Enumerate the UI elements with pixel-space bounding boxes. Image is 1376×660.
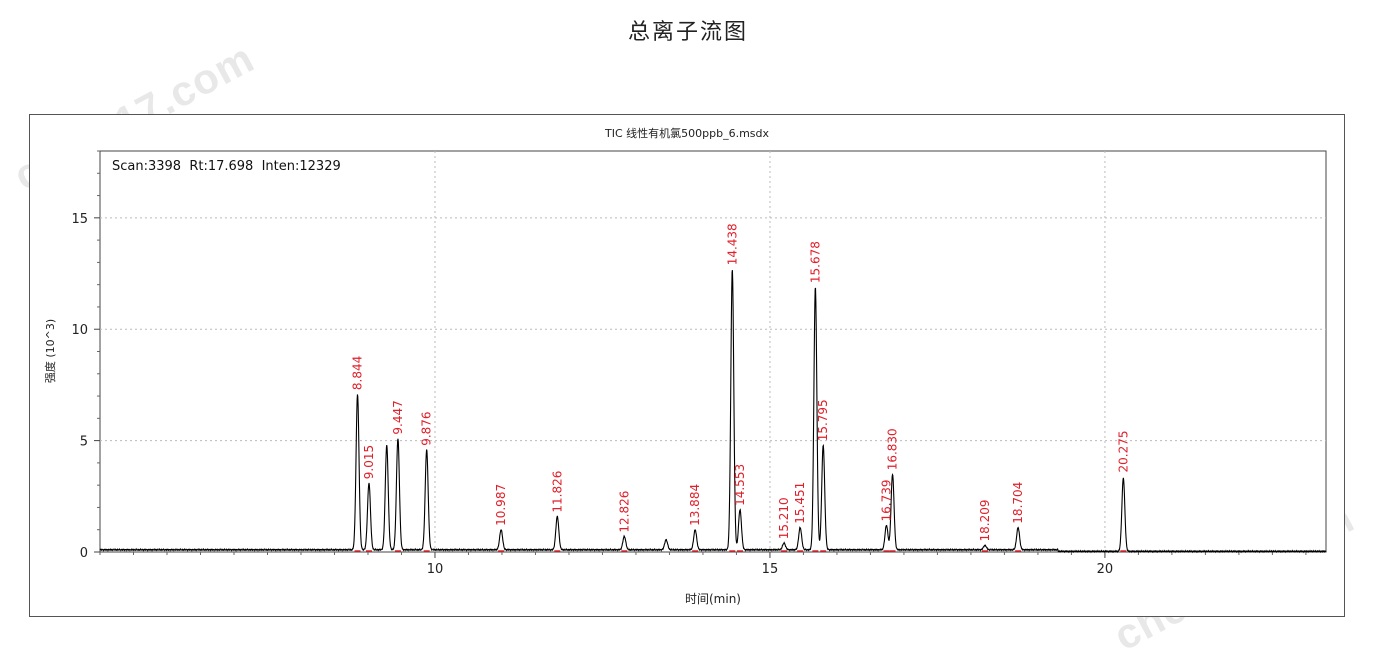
peak-label: 16.830 — [886, 428, 900, 470]
peak-label: 9.015 — [362, 445, 376, 479]
y-tick-label: 10 — [71, 323, 88, 338]
peak-label: 14.438 — [725, 223, 739, 265]
x-tick-label: 20 — [1097, 562, 1114, 577]
page-title: 总离子流图 — [627, 20, 748, 45]
chart-frame: TIC 线性有机氯500ppb_6.msdx Scan:3398 Rt:17.6… — [29, 114, 1345, 617]
cursor-readout: Scan:3398 Rt:17.698 Inten:12329 — [112, 159, 341, 174]
chart: TIC 线性有机氯500ppb_6.msdx Scan:3398 Rt:17.6… — [43, 126, 1327, 606]
peak-label: 15.451 — [793, 482, 807, 524]
y-tick-label: 0 — [80, 546, 88, 561]
y-tick-label: 15 — [71, 212, 88, 227]
chart-title: TIC 线性有机氯500ppb_6.msdx — [604, 126, 770, 140]
x-tick-label: 15 — [762, 562, 779, 577]
grid — [100, 151, 1326, 552]
peak-label: 18.209 — [978, 500, 992, 542]
y-tick-label: 5 — [80, 435, 88, 450]
peak-label: 12.826 — [617, 491, 631, 533]
y-axis-label: 强度 (10^3) — [43, 319, 57, 383]
x-tick-label: 10 — [427, 562, 444, 577]
peak-label: 13.884 — [688, 484, 702, 526]
peak-labels: 8.844 9.015 9.447 9.876 10.987 11.826 12.826 13… — [351, 223, 1130, 552]
peak-label: 8.844 — [351, 356, 365, 390]
peak-label: 10.987 — [494, 484, 508, 526]
peak-label: 9.876 — [420, 411, 434, 445]
peak-label: 15.210 — [777, 497, 791, 539]
peak-label: 14.553 — [733, 464, 747, 506]
axes: 10 15 20 0 5 10 15 — [71, 150, 1307, 577]
peak-label: 16.739 — [879, 480, 893, 522]
plot-area — [99, 150, 1327, 553]
peak-label: 20.275 — [1116, 431, 1130, 473]
peak-label: 15.678 — [808, 241, 822, 283]
tic-trace — [99, 270, 1327, 554]
peak-label: 11.826 — [550, 471, 564, 513]
peak-label: 9.447 — [391, 400, 405, 434]
peak-label: 15.795 — [816, 399, 830, 441]
x-axis-label: 时间(min) — [685, 592, 741, 606]
peak-label: 18.704 — [1011, 482, 1025, 524]
